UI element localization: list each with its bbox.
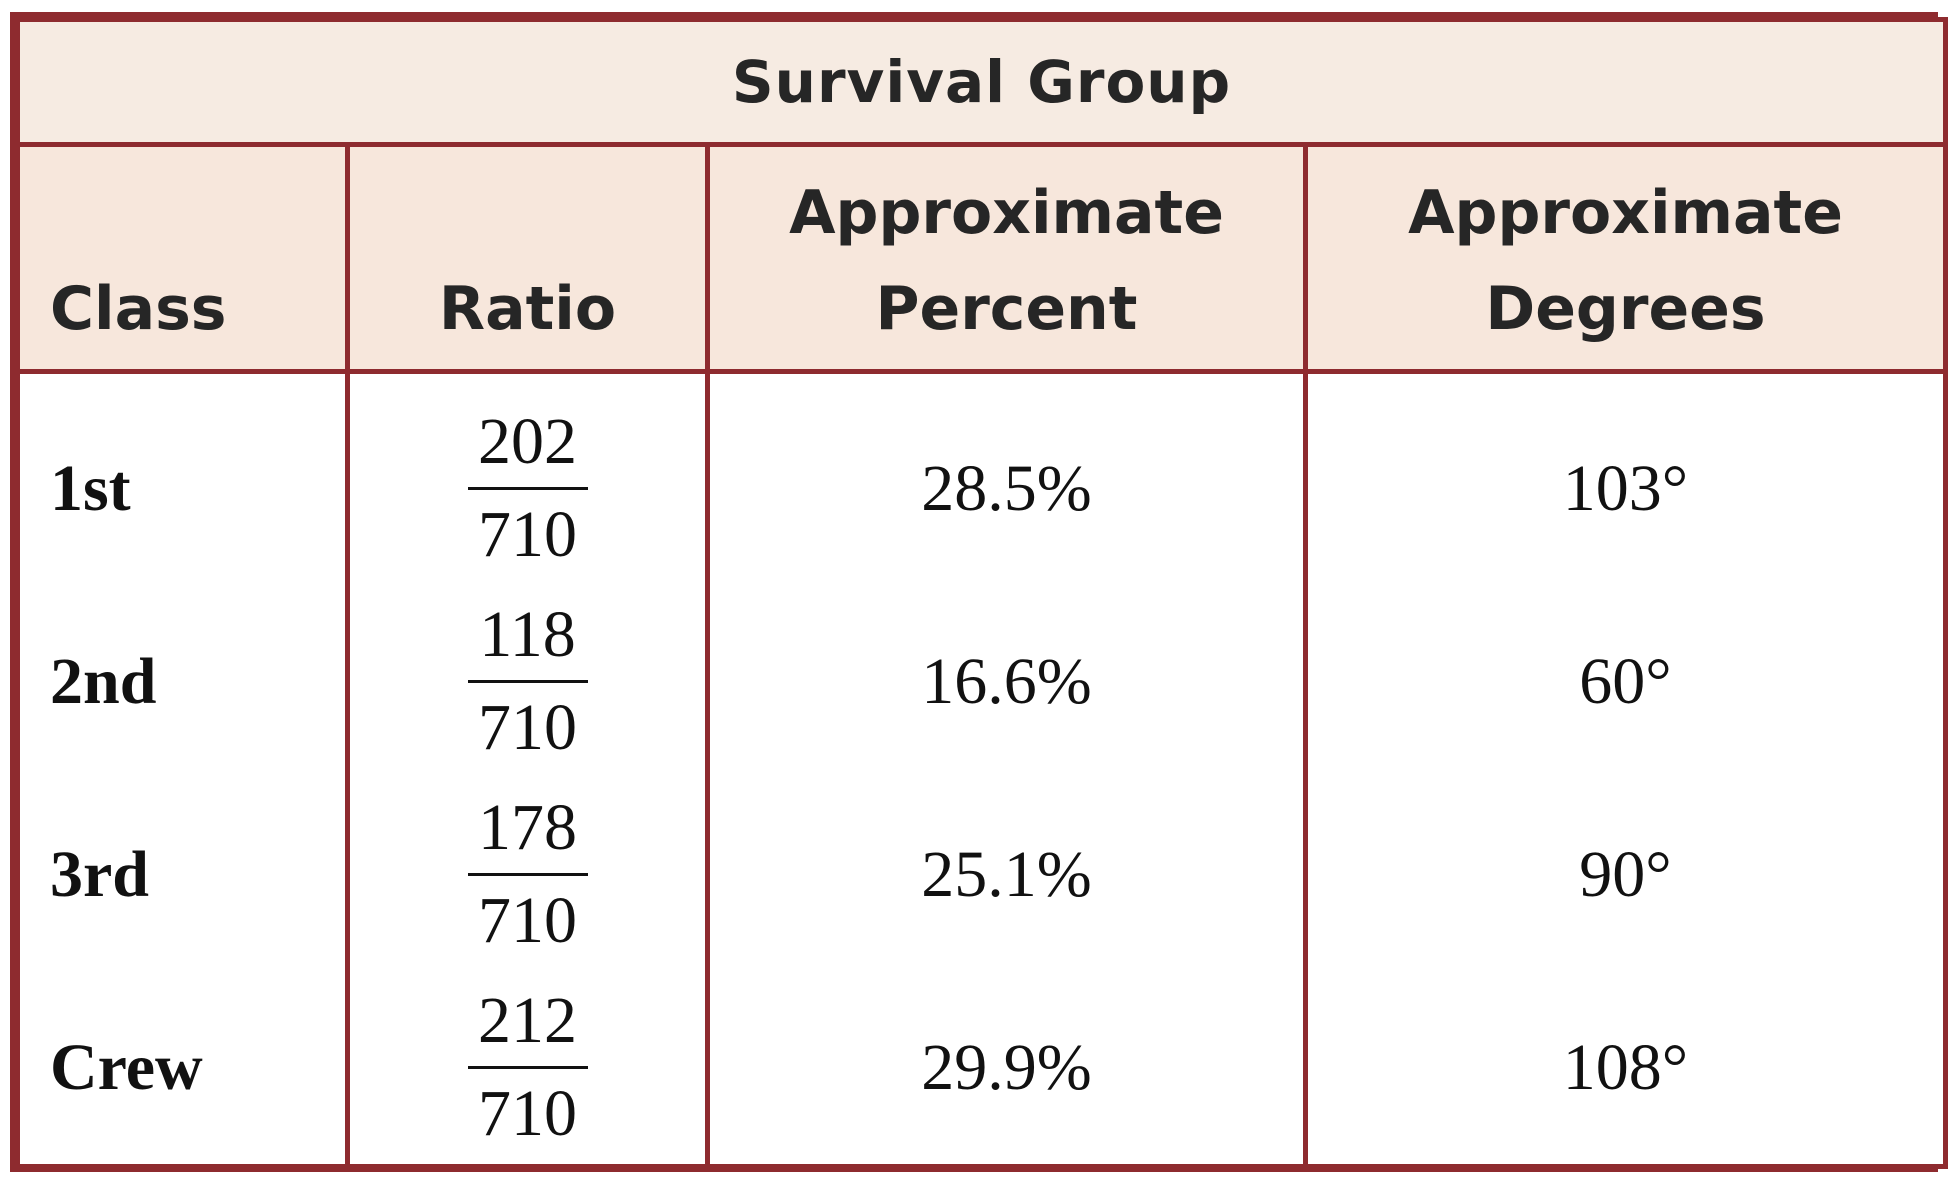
ratio-denominator: 710 xyxy=(478,498,577,571)
fraction-bar xyxy=(467,1066,588,1069)
survival-table: Survival Group Class Ratio Approximate P… xyxy=(10,12,1948,1172)
header-percent: Approximate Percent xyxy=(705,142,1308,374)
ratio-denominator: 710 xyxy=(478,691,577,764)
header-degrees: Approximate Degrees xyxy=(1303,142,1948,374)
degrees-cell: 90° xyxy=(1579,837,1672,911)
class-cell: 2nd xyxy=(50,644,157,718)
header-percent-line2: Percent xyxy=(875,274,1138,344)
ratio-numerator: 202 xyxy=(478,405,577,478)
ratio-fraction: 212 710 xyxy=(350,978,705,1157)
title-row: Survival Group xyxy=(15,17,1948,147)
degrees-cell: 108° xyxy=(1562,1030,1689,1104)
degrees-cell: 103° xyxy=(1562,451,1689,525)
class-cell: 3rd xyxy=(50,837,149,911)
ratio-denominator: 710 xyxy=(478,1077,577,1150)
ratio-column: 202 710 118 710 178 710 xyxy=(345,369,710,1169)
ratio-denominator: 710 xyxy=(478,884,577,957)
class-cell: 1st xyxy=(50,451,131,525)
ratio-numerator: 118 xyxy=(479,598,576,671)
percent-cell: 16.6% xyxy=(921,644,1092,718)
ratio-fraction: 178 710 xyxy=(350,785,705,964)
header-degrees-line2: Degrees xyxy=(1485,274,1766,344)
percent-cell: 25.1% xyxy=(921,837,1092,911)
fraction-bar xyxy=(467,873,588,876)
fraction-bar xyxy=(467,487,588,490)
ratio-fraction: 118 710 xyxy=(350,592,705,771)
percent-column: 28.5% 16.6% 25.1% 29.9% xyxy=(705,369,1308,1169)
header-class: Class xyxy=(15,142,350,374)
class-column: 1st 2nd 3rd Crew xyxy=(15,369,350,1169)
header-row: Class Ratio Approximate Percent Approxim… xyxy=(15,142,1948,374)
percent-cell: 29.9% xyxy=(921,1030,1092,1104)
data-table: Survival Group Class Ratio Approximate P… xyxy=(15,17,1948,1169)
header-ratio: Ratio xyxy=(345,142,710,374)
class-cell: Crew xyxy=(50,1030,203,1104)
ratio-fraction: 202 710 xyxy=(350,399,705,578)
percent-cell: 28.5% xyxy=(921,451,1092,525)
body-row: 1st 2nd 3rd Crew 202 710 118 71 xyxy=(15,369,1948,1169)
table-title: Survival Group xyxy=(15,17,1948,147)
ratio-numerator: 178 xyxy=(478,791,577,864)
degrees-cell: 60° xyxy=(1579,644,1672,718)
header-degrees-line1: Approximate xyxy=(1408,178,1843,248)
fraction-bar xyxy=(467,680,588,683)
ratio-numerator: 212 xyxy=(478,984,577,1057)
header-percent-line1: Approximate xyxy=(789,178,1224,248)
degrees-column: 103° 60° 90° 108° xyxy=(1303,369,1948,1169)
